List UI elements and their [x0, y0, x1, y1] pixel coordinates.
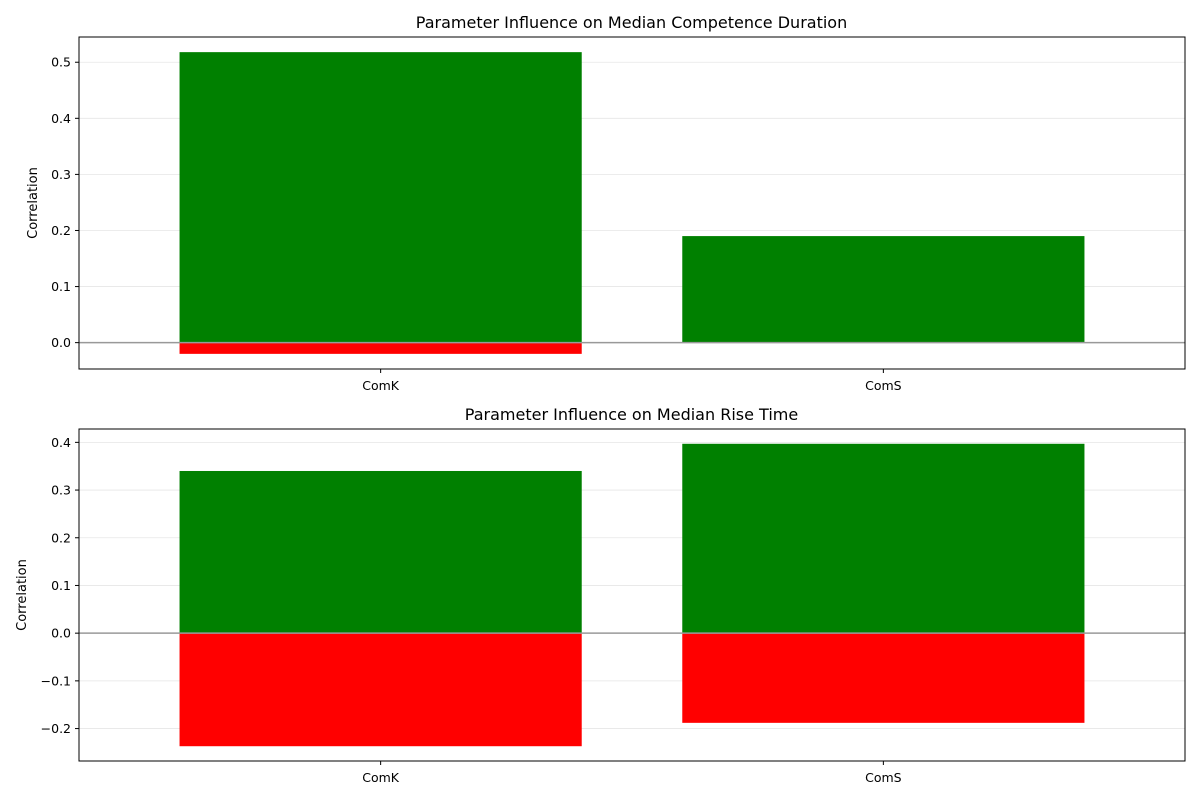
x-tick-label: ComK — [362, 378, 400, 393]
y-tick-label: 0.4 — [51, 435, 71, 450]
y-tick-label: 0.2 — [51, 223, 71, 238]
x-tick-label: ComK — [362, 770, 400, 785]
y-tick-label: 0.4 — [51, 111, 71, 126]
bar-positive — [682, 443, 1085, 634]
y-tick-label: 0.2 — [51, 530, 71, 545]
y-tick-label: 0.0 — [51, 335, 71, 350]
y-tick-label: 0.3 — [51, 167, 71, 182]
chart-title: Parameter Influence on Median Competence… — [416, 13, 847, 32]
chart-title: Parameter Influence on Median Rise Time — [465, 405, 798, 424]
chart-rise-time: Parameter Influence on Median Rise Time … — [15, 405, 1186, 785]
bar-positive — [682, 236, 1085, 343]
y-tick-label: 0.1 — [51, 578, 71, 593]
y-tick-label: −0.2 — [41, 721, 71, 736]
bar-positive — [179, 52, 582, 343]
bar-negative — [179, 633, 582, 747]
chart-competence-duration: Parameter Influence on Median Competence… — [26, 13, 1186, 393]
plot-area: −0.2 −0.1 0.0 0.1 0.2 0.3 0.4 ComK ComS — [41, 428, 1186, 785]
x-tick-label: ComS — [865, 378, 902, 393]
bar-negative — [682, 633, 1085, 723]
bar-positive — [179, 470, 582, 634]
y-axis-label: Correlation — [26, 167, 41, 239]
y-tick-label: 0.1 — [51, 279, 71, 294]
bar-negative — [179, 342, 582, 354]
y-axis-label: Correlation — [15, 559, 30, 631]
axes-frame — [78, 36, 1186, 370]
plot-area: 0.0 0.1 0.2 0.3 0.4 0.5 ComK ComS — [51, 36, 1186, 393]
axes-frame — [78, 428, 1186, 762]
y-tick-label: −0.1 — [41, 673, 71, 688]
y-tick-label: 0.0 — [51, 626, 71, 641]
x-tick-label: ComS — [865, 770, 902, 785]
y-tick-label: 0.5 — [51, 55, 71, 70]
y-tick-label: 0.3 — [51, 483, 71, 498]
